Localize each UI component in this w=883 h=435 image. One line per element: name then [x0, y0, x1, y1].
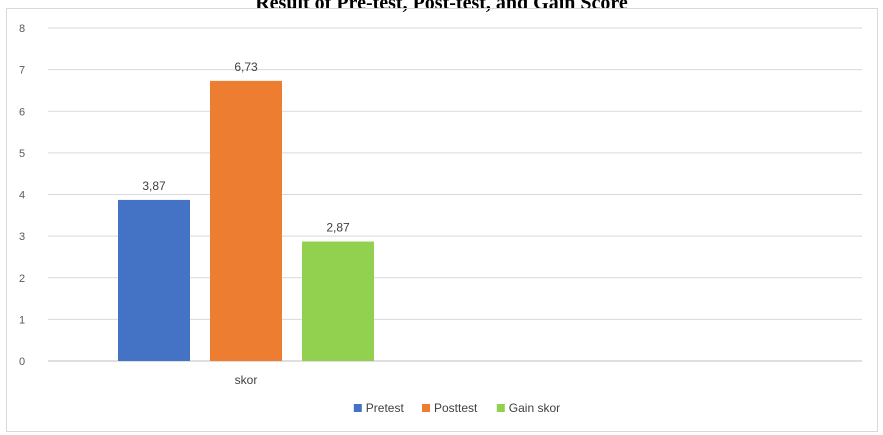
chart-title: Result of Pre-test, Post-test, and Gain …: [255, 0, 628, 14]
data-label: 2,87: [326, 221, 350, 235]
legend-label: Pretest: [366, 401, 405, 415]
x-category-label: skor: [235, 373, 258, 387]
bar-posttest: [210, 80, 282, 362]
legend-label: Gain skor: [509, 401, 560, 415]
bar-gain-skor: [302, 241, 374, 361]
bar-pretest: [118, 199, 190, 361]
legend-label: Posttest: [434, 401, 478, 415]
data-label: 3,87: [142, 179, 166, 193]
legend-swatch: [496, 404, 505, 412]
chart-frame: [6, 8, 878, 432]
y-tick-label: 1: [19, 314, 25, 326]
legend-swatch: [353, 404, 362, 412]
y-tick-label: 6: [19, 106, 25, 118]
y-tick-label: 4: [19, 190, 25, 202]
y-tick-label: 8: [19, 23, 25, 35]
y-tick-label: 5: [19, 148, 25, 160]
data-label: 6,73: [234, 60, 258, 74]
legend-swatch: [422, 404, 430, 412]
y-tick-label: 2: [19, 273, 25, 285]
y-tick-label: 7: [19, 65, 25, 77]
y-tick-label: 3: [19, 231, 25, 243]
y-tick-label: 0: [19, 356, 25, 368]
